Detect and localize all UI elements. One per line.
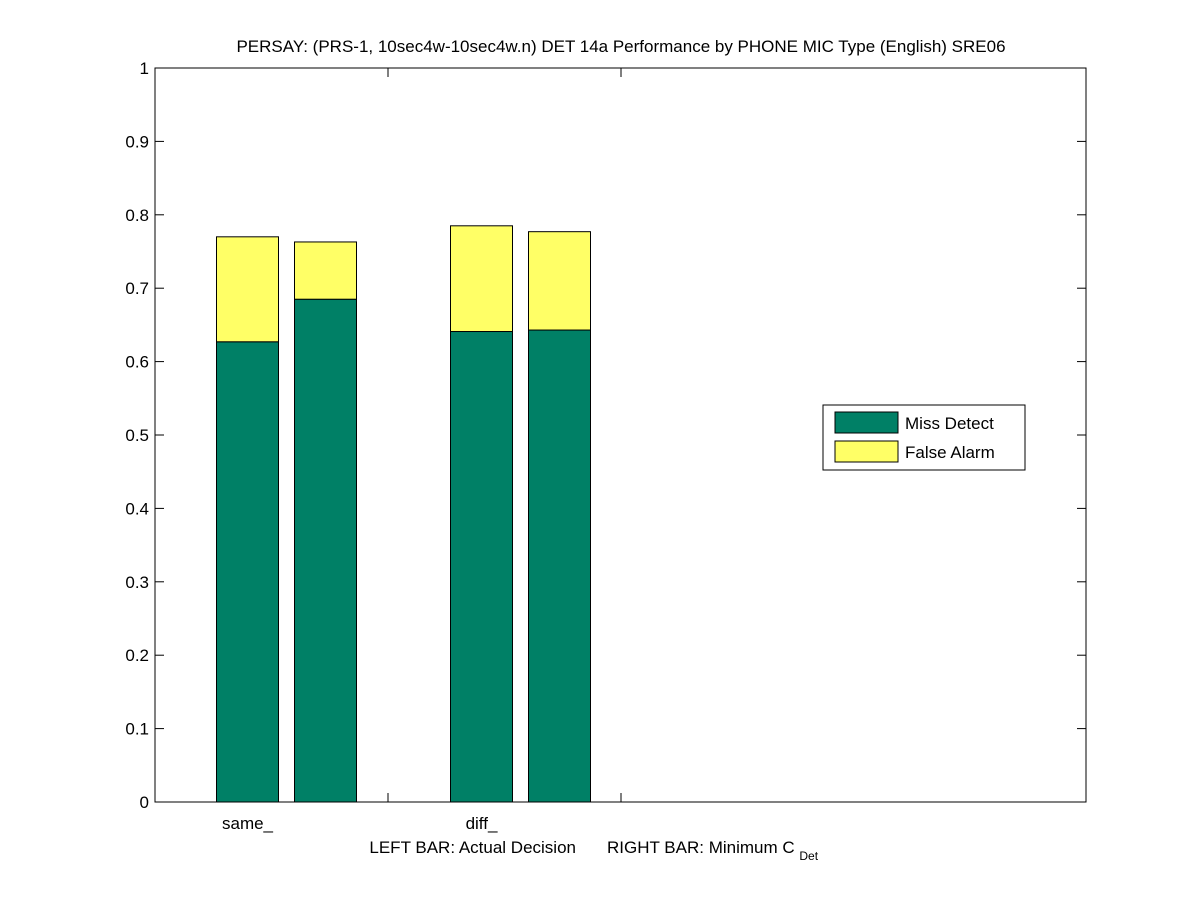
bar-same-minimum-false-alarm <box>294 241 357 300</box>
y-tick-label: 0.4 <box>125 499 149 518</box>
legend-swatch-miss-detect <box>834 411 899 434</box>
y-tick-label: 0.3 <box>125 573 149 592</box>
y-tick-label: 0.2 <box>125 646 149 665</box>
legend-label-false-alarm: False Alarm <box>905 443 995 462</box>
y-tick-label: 0 <box>140 793 149 812</box>
y-tick-label: 1 <box>140 59 149 78</box>
bar-diff-minimum-miss-detect <box>528 329 591 803</box>
x-axis-label-left: LEFT BAR: Actual Decision <box>369 838 576 857</box>
x-tick-label: diff_ <box>466 814 498 833</box>
legend: Miss Detect False Alarm <box>822 404 1026 471</box>
y-tick-label: 0.1 <box>125 720 149 739</box>
y-tick-label: 0.8 <box>125 206 149 225</box>
chart-title: PERSAY: (PRS-1, 10sec4w-10sec4w.n) DET 1… <box>236 37 1005 56</box>
bar-same-actual-false-alarm <box>216 236 279 343</box>
axis-ticks <box>155 67 1086 803</box>
x-tick-label: same_ <box>222 814 274 833</box>
legend-swatch-false-alarm <box>834 440 899 463</box>
bar-same-actual-miss-detect <box>216 341 279 803</box>
y-tick-label: 0.7 <box>125 279 149 298</box>
bar-diff-actual-false-alarm <box>450 225 513 333</box>
y-tick-label: 0.5 <box>125 426 149 445</box>
x-axis-label-right-main: RIGHT BAR: Minimum C <box>607 838 795 857</box>
bar-diff-actual-miss-detect <box>450 331 513 803</box>
y-tick-label: 0.9 <box>125 132 149 151</box>
y-tick-label: 0.6 <box>125 353 149 372</box>
bars <box>216 225 591 803</box>
bar-diff-minimum-false-alarm <box>528 231 591 331</box>
x-axis-label-right: RIGHT BAR: Minimum C Det <box>607 838 819 863</box>
tick-labels: 0 0.1 0.2 0.3 0.4 0.5 0.6 0.7 0.8 0.9 1 same_ diff_ <box>125 59 498 833</box>
legend-label-miss-detect: Miss Detect <box>905 414 994 433</box>
x-axis-label-right-subscript: Det <box>799 849 818 863</box>
bar-same-minimum-miss-detect <box>294 298 357 803</box>
